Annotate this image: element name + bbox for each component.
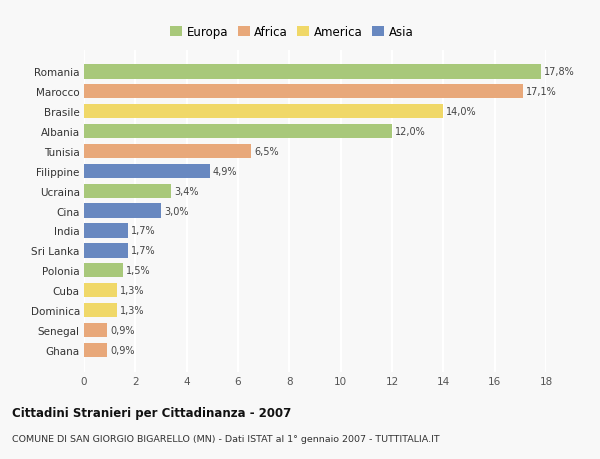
Legend: Europa, Africa, America, Asia: Europa, Africa, America, Asia [168, 24, 416, 41]
Text: 1,3%: 1,3% [121, 305, 145, 315]
Bar [84, 224, 128, 238]
Text: 17,1%: 17,1% [526, 87, 557, 97]
Bar [84, 263, 122, 278]
Bar [84, 85, 523, 99]
Text: COMUNE DI SAN GIORGIO BIGARELLO (MN) - Dati ISTAT al 1° gennaio 2007 - TUTTITALI: COMUNE DI SAN GIORGIO BIGARELLO (MN) - D… [12, 434, 440, 443]
Bar [84, 65, 541, 79]
Bar [84, 204, 161, 218]
Bar [84, 323, 107, 337]
Bar [84, 105, 443, 119]
Text: 4,9%: 4,9% [213, 167, 238, 176]
Text: 1,3%: 1,3% [121, 285, 145, 296]
Bar [84, 283, 118, 297]
Bar [84, 303, 118, 318]
Bar [84, 125, 392, 139]
Bar [84, 164, 210, 179]
Bar [84, 244, 128, 258]
Text: 6,5%: 6,5% [254, 146, 278, 157]
Bar [84, 184, 171, 198]
Text: 1,7%: 1,7% [131, 246, 155, 256]
Bar [84, 343, 107, 357]
Text: 0,9%: 0,9% [110, 345, 134, 355]
Text: 12,0%: 12,0% [395, 127, 426, 137]
Text: 1,7%: 1,7% [131, 226, 155, 236]
Text: 1,5%: 1,5% [125, 266, 150, 276]
Text: Cittadini Stranieri per Cittadinanza - 2007: Cittadini Stranieri per Cittadinanza - 2… [12, 406, 291, 419]
Bar [84, 145, 251, 159]
Text: 3,4%: 3,4% [175, 186, 199, 196]
Text: 17,8%: 17,8% [544, 67, 575, 77]
Text: 0,9%: 0,9% [110, 325, 134, 335]
Text: 3,0%: 3,0% [164, 206, 188, 216]
Text: 14,0%: 14,0% [446, 107, 477, 117]
